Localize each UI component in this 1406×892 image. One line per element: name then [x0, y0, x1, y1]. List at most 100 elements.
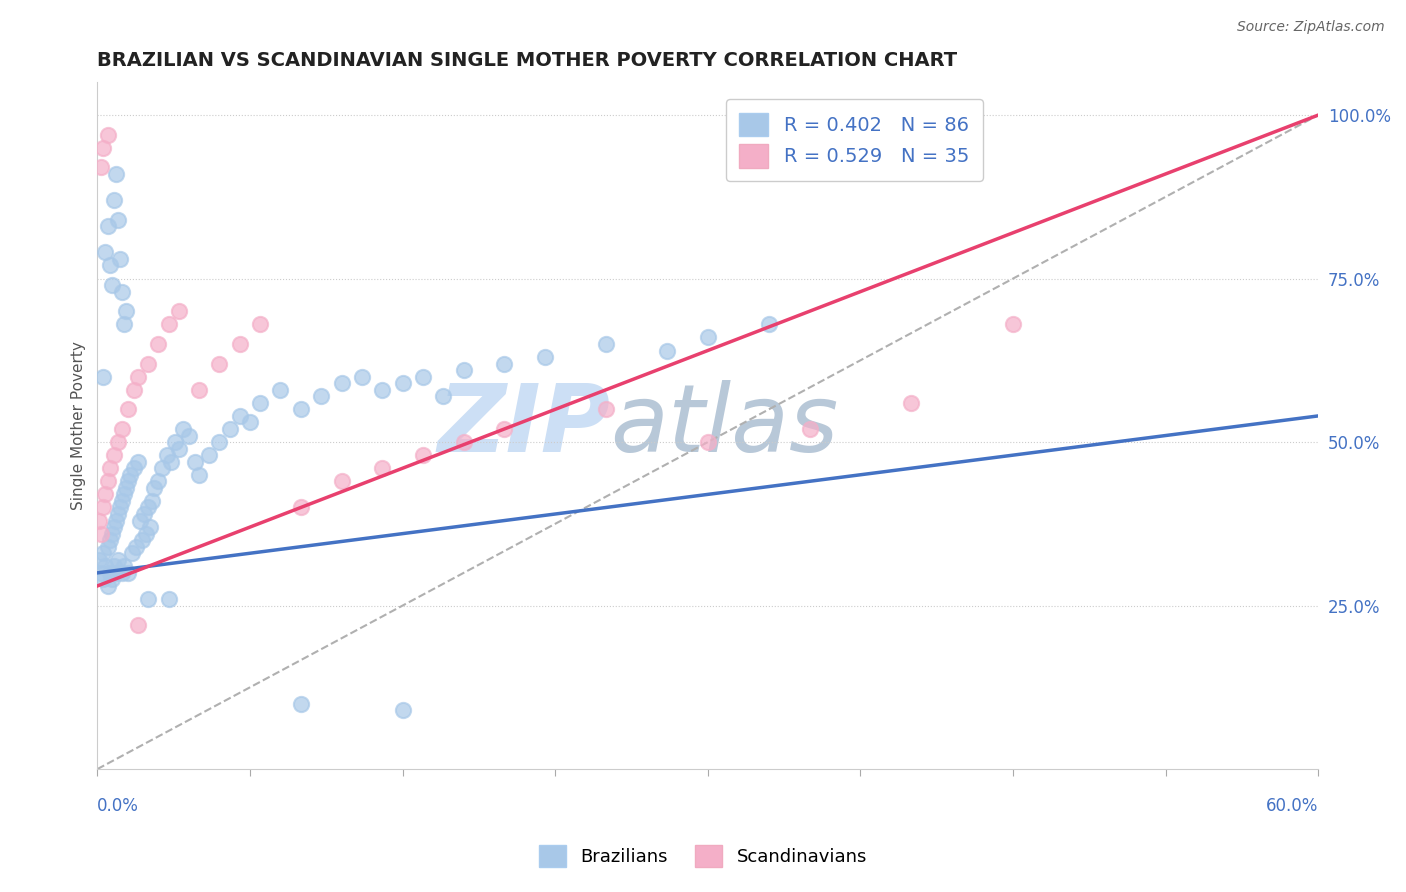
Point: [148, 337, 170, 351]
Point: [188, 383, 211, 397]
Point: [96, 579, 118, 593]
Point: [93, 573, 115, 587]
Point: [494, 357, 516, 371]
Point: [100, 278, 122, 293]
Point: [141, 494, 163, 508]
Point: [143, 481, 166, 495]
Point: [94, 559, 117, 574]
Point: [129, 514, 152, 528]
Point: [104, 167, 127, 181]
Point: [152, 461, 174, 475]
Legend: R = 0.402   N = 86, R = 0.529   N = 35: R = 0.402 N = 86, R = 0.529 N = 35: [725, 99, 983, 181]
Point: [98, 566, 121, 580]
Point: [103, 559, 125, 574]
Point: [127, 369, 149, 384]
Text: ZIP: ZIP: [437, 380, 610, 472]
Point: [208, 435, 231, 450]
Point: [218, 422, 240, 436]
Point: [208, 357, 231, 371]
Point: [167, 304, 190, 318]
Point: [89, 553, 111, 567]
Point: [100, 573, 122, 587]
Point: [108, 252, 131, 266]
Point: [655, 343, 678, 358]
Point: [249, 318, 271, 332]
Point: [453, 435, 475, 450]
Point: [112, 559, 135, 574]
Text: Source: ZipAtlas.com: Source: ZipAtlas.com: [1237, 20, 1385, 34]
Point: [117, 566, 139, 580]
Point: [103, 520, 125, 534]
Point: [98, 259, 121, 273]
Point: [900, 396, 922, 410]
Point: [350, 369, 373, 384]
Point: [111, 422, 134, 436]
Point: [111, 285, 134, 299]
Point: [494, 422, 516, 436]
Point: [94, 245, 117, 260]
Point: [412, 448, 434, 462]
Point: [157, 592, 180, 607]
Point: [184, 455, 207, 469]
Text: 60.0%: 60.0%: [1265, 797, 1319, 814]
Point: [595, 337, 617, 351]
Point: [139, 520, 162, 534]
Point: [131, 533, 153, 548]
Point: [229, 337, 252, 351]
Y-axis label: Single Mother Poverty: Single Mother Poverty: [72, 342, 86, 510]
Point: [93, 369, 115, 384]
Point: [309, 389, 332, 403]
Point: [453, 363, 475, 377]
Point: [177, 428, 200, 442]
Point: [371, 383, 394, 397]
Point: [93, 141, 115, 155]
Point: [107, 212, 129, 227]
Point: [696, 330, 718, 344]
Point: [391, 703, 413, 717]
Point: [93, 500, 115, 515]
Point: [96, 475, 118, 489]
Point: [108, 500, 131, 515]
Point: [127, 455, 149, 469]
Point: [111, 494, 134, 508]
Point: [103, 193, 125, 207]
Point: [96, 128, 118, 142]
Point: [93, 546, 115, 560]
Point: [112, 487, 135, 501]
Point: [136, 592, 159, 607]
Point: [290, 500, 312, 515]
Point: [1002, 318, 1025, 332]
Point: [371, 461, 394, 475]
Point: [118, 467, 141, 482]
Point: [112, 318, 135, 332]
Point: [136, 357, 159, 371]
Point: [412, 369, 434, 384]
Point: [157, 318, 180, 332]
Point: [122, 383, 145, 397]
Point: [96, 540, 118, 554]
Point: [239, 416, 262, 430]
Point: [269, 383, 291, 397]
Point: [117, 402, 139, 417]
Point: [127, 618, 149, 632]
Point: [155, 448, 177, 462]
Point: [98, 461, 121, 475]
Point: [100, 526, 122, 541]
Point: [799, 422, 821, 436]
Point: [115, 304, 138, 318]
Point: [167, 442, 190, 456]
Point: [104, 514, 127, 528]
Point: [534, 350, 557, 364]
Point: [103, 448, 125, 462]
Point: [98, 533, 121, 548]
Point: [90, 566, 112, 580]
Point: [432, 389, 454, 403]
Point: [115, 481, 138, 495]
Point: [122, 461, 145, 475]
Point: [330, 376, 353, 391]
Point: [172, 422, 194, 436]
Point: [107, 507, 129, 521]
Point: [125, 540, 148, 554]
Point: [391, 376, 413, 391]
Point: [198, 448, 221, 462]
